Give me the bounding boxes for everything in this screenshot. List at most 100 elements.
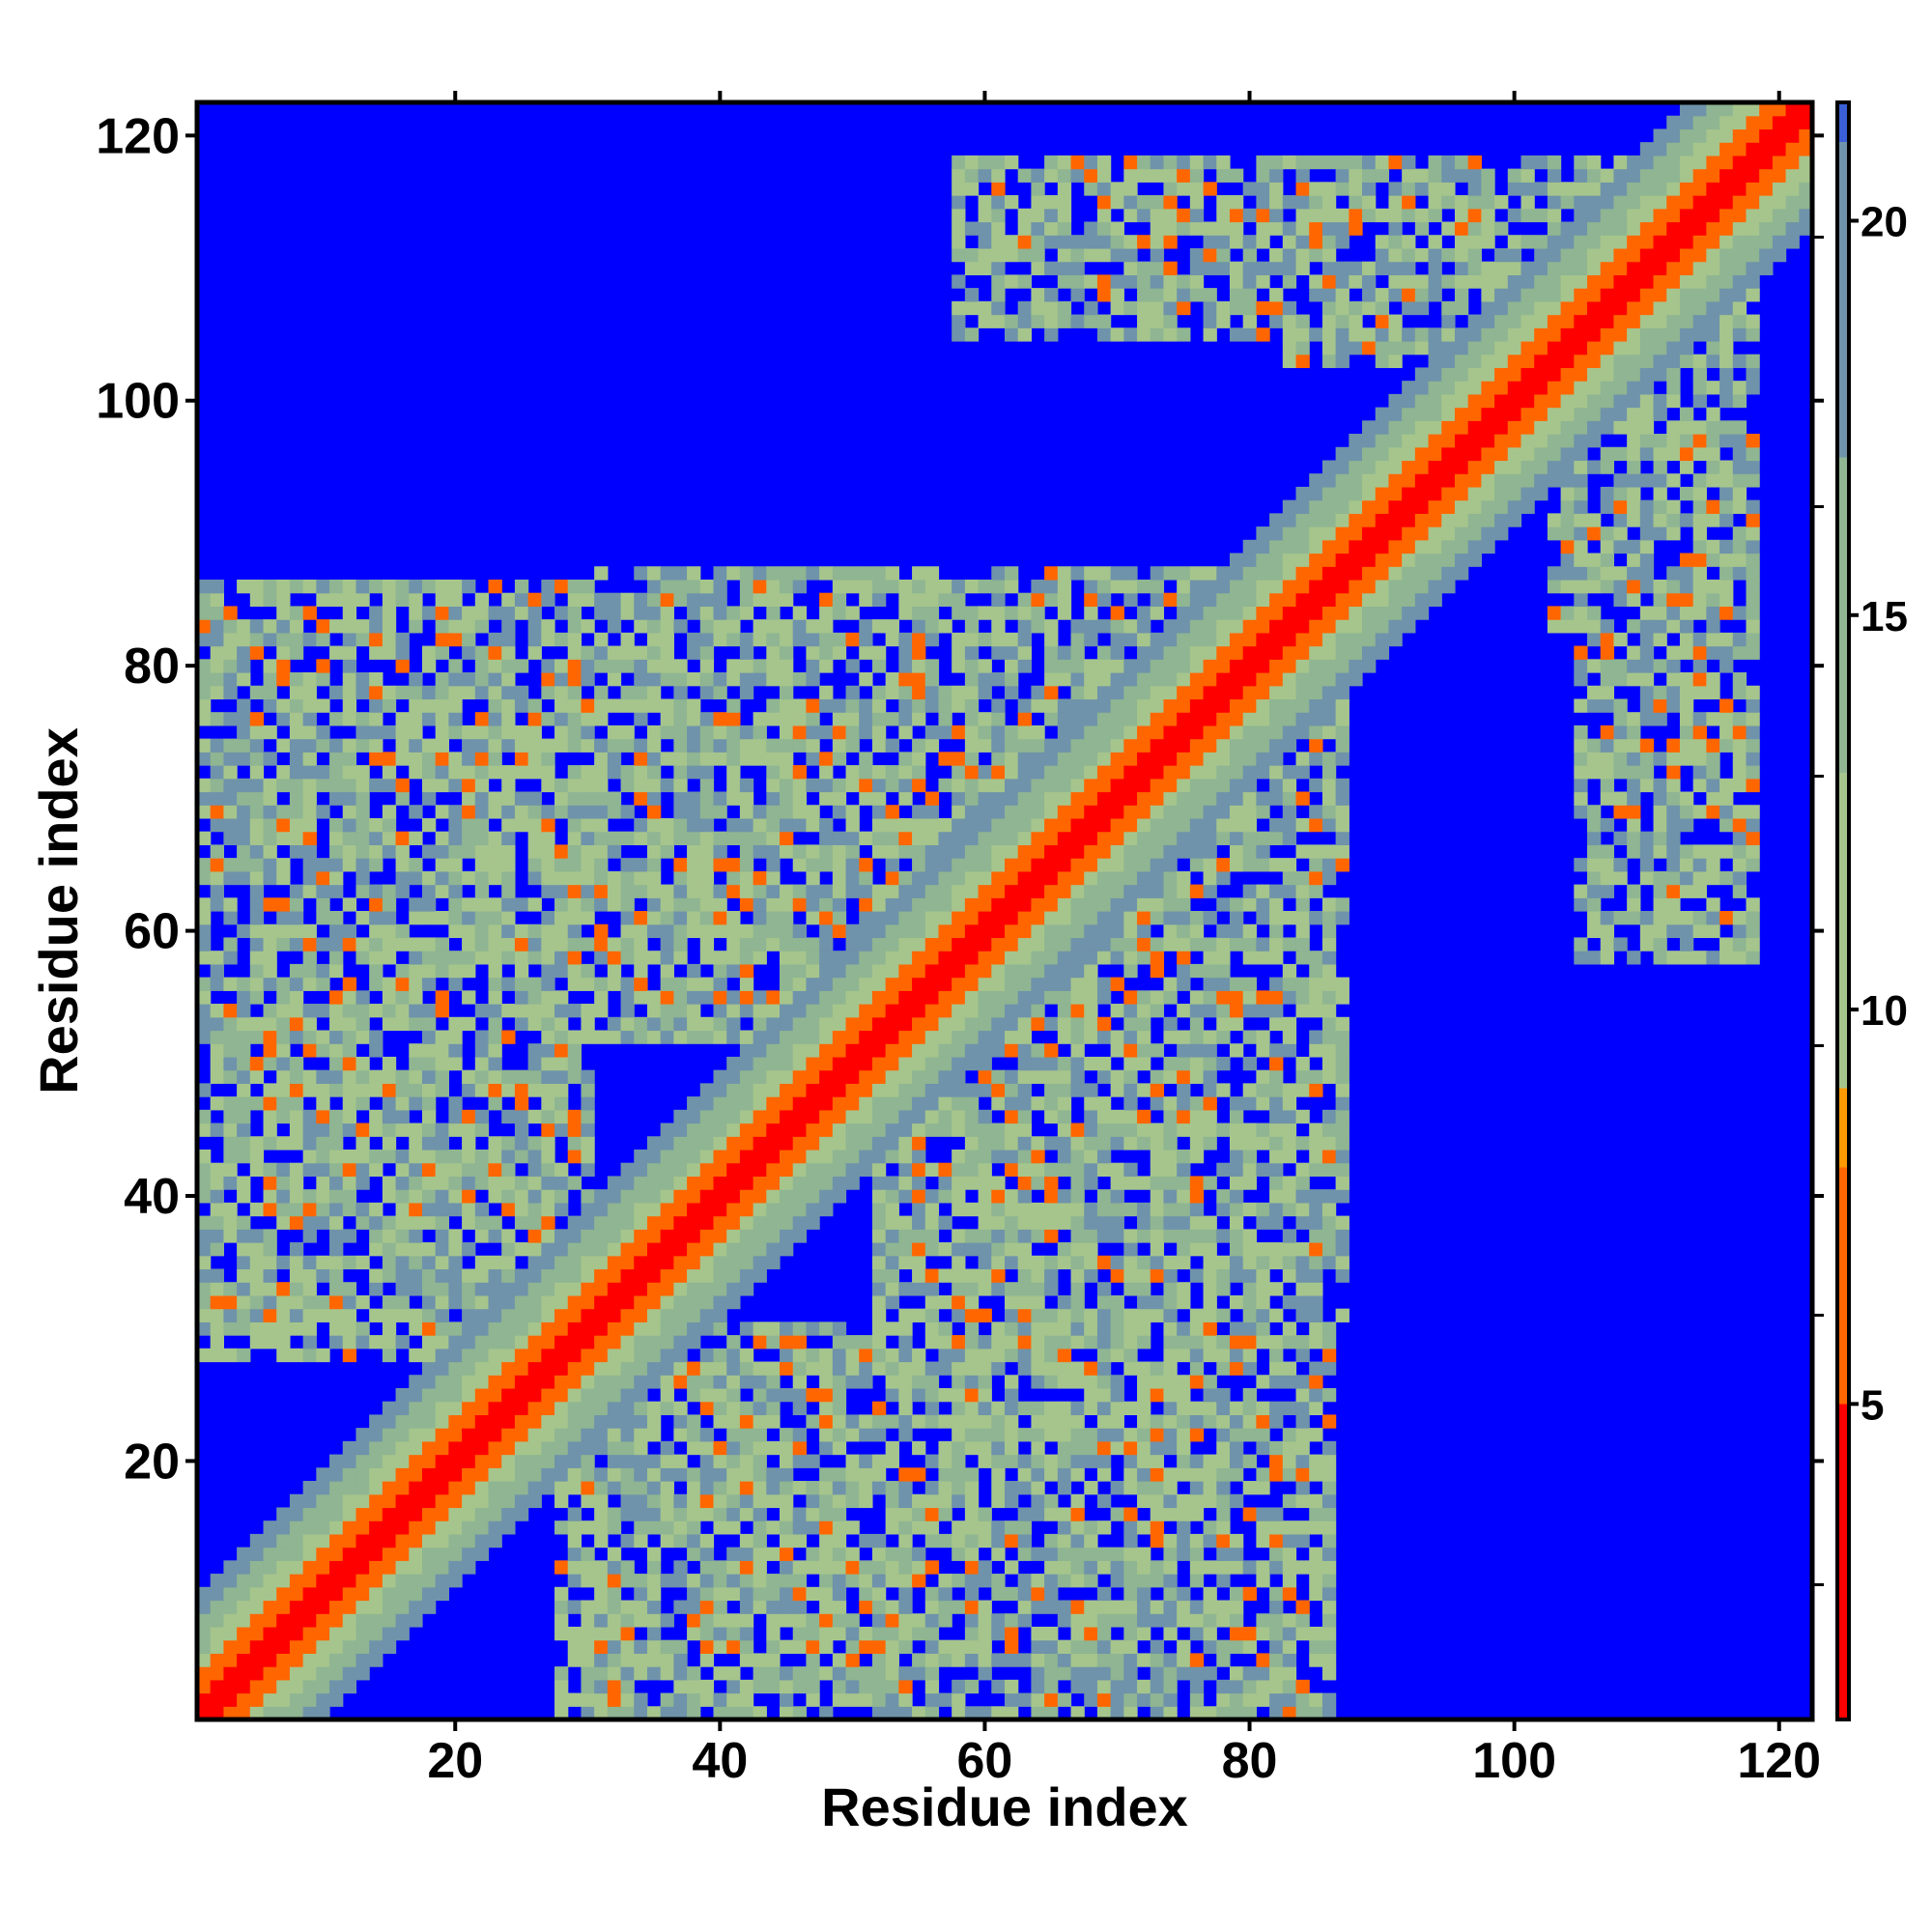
heatmap-cell — [792, 1706, 808, 1720]
heatmap-cell — [1137, 1692, 1151, 1707]
heatmap-cell — [660, 884, 674, 898]
heatmap-cell — [1123, 1136, 1138, 1151]
heatmap-cell — [713, 1706, 727, 1720]
heatmap-cell — [237, 1600, 251, 1614]
heatmap-cell — [991, 1493, 1006, 1509]
heatmap-cell — [382, 606, 397, 620]
heatmap-cell — [210, 592, 224, 608]
heatmap-cell — [634, 1229, 648, 1243]
heatmap-cell — [435, 645, 449, 660]
heatmap-cell — [382, 685, 397, 700]
heatmap-cell — [646, 791, 662, 806]
heatmap-cell — [514, 1136, 529, 1151]
heatmap-cell — [978, 937, 992, 952]
heatmap-cell — [1110, 1321, 1124, 1336]
heatmap-cell — [342, 1533, 357, 1548]
heatmap-cell — [845, 1414, 860, 1429]
heatmap-cell — [1005, 752, 1019, 766]
heatmap-cell — [488, 1043, 502, 1058]
heatmap-cell — [1123, 1639, 1138, 1654]
heatmap-cell — [687, 1361, 701, 1376]
heatmap-cell — [726, 951, 741, 965]
heatmap-cell — [527, 1375, 542, 1389]
heatmap-cell — [1110, 645, 1124, 660]
heatmap-cell — [1057, 1030, 1072, 1044]
heatmap-cell — [1005, 977, 1019, 991]
heatmap-cell — [646, 1547, 662, 1561]
heatmap-cell — [766, 1069, 781, 1084]
heatmap-cell — [302, 606, 317, 620]
heatmap-cell — [1096, 752, 1112, 766]
heatmap-cell — [660, 990, 674, 1005]
heatmap-cell — [646, 1613, 662, 1628]
heatmap-cell — [978, 1308, 992, 1322]
heatmap-cell — [1070, 990, 1085, 1005]
heatmap-cell — [435, 1122, 449, 1137]
heatmap-cell — [501, 1454, 516, 1468]
heatmap-cell — [369, 1428, 384, 1442]
heatmap-cell — [1123, 1255, 1138, 1270]
heatmap-cell — [554, 1030, 569, 1044]
heatmap-cell — [594, 698, 609, 713]
heatmap-cell — [687, 1189, 701, 1204]
heatmap-cell — [780, 1440, 794, 1456]
heatmap-cell — [210, 1308, 224, 1322]
heatmap-cell — [435, 1282, 449, 1296]
heatmap-cell — [780, 1030, 794, 1044]
heatmap-cell — [952, 327, 966, 342]
heatmap-cell — [964, 1083, 980, 1097]
heatmap-cell — [1005, 1454, 1019, 1468]
heatmap-cell — [964, 182, 980, 196]
heatmap-cell — [1057, 1122, 1072, 1137]
heatmap-cell — [991, 1242, 1006, 1257]
heatmap-cell — [567, 791, 582, 806]
heatmap-cell — [197, 1600, 212, 1614]
heatmap-cell — [753, 566, 767, 581]
heatmap-cell — [871, 1401, 887, 1416]
heatmap-cell — [1044, 1229, 1059, 1243]
heatmap-cell — [1031, 579, 1045, 594]
heatmap-cell — [1017, 923, 1032, 939]
heatmap-cell — [792, 724, 808, 740]
heatmap-cell — [739, 844, 754, 859]
heatmap-cell — [898, 1282, 913, 1296]
heatmap-cell — [726, 1056, 741, 1071]
heatmap-cell — [1084, 1308, 1098, 1322]
heatmap-cell — [938, 1162, 952, 1178]
heatmap-cell — [369, 1520, 384, 1535]
heatmap-cell — [699, 1574, 715, 1588]
heatmap-cell — [726, 1255, 741, 1270]
heatmap-cell — [474, 619, 490, 634]
heatmap-cell — [223, 1109, 238, 1124]
heatmap-cell — [567, 1414, 582, 1429]
heatmap-cell — [646, 698, 662, 713]
heatmap-cell — [938, 858, 952, 872]
heatmap-cell — [1057, 1255, 1072, 1270]
heatmap-cell — [646, 1560, 662, 1575]
heatmap-cell — [223, 1069, 238, 1084]
heatmap-cell — [713, 1361, 727, 1376]
heatmap-cell — [594, 1507, 609, 1521]
heatmap-cell — [1096, 712, 1112, 726]
heatmap-cell — [421, 1176, 437, 1190]
heatmap-cell — [474, 1255, 490, 1270]
heatmap-cell — [369, 1653, 384, 1667]
heatmap-cell — [859, 1122, 873, 1137]
heatmap-cell — [634, 1467, 648, 1482]
heatmap-cell — [739, 1639, 754, 1654]
heatmap-cell — [673, 858, 688, 872]
heatmap-cell — [382, 1574, 397, 1588]
heatmap-cell — [382, 698, 397, 713]
heatmap-cell — [448, 1056, 463, 1071]
heatmap-cell — [753, 937, 767, 952]
heatmap-cell — [554, 1109, 569, 1124]
heatmap-cell — [898, 831, 913, 845]
heatmap-cell — [1031, 698, 1045, 713]
heatmap-cell — [753, 1189, 767, 1204]
heatmap-cell — [197, 1215, 212, 1230]
heatmap-cell — [912, 911, 926, 925]
heatmap-cell — [210, 1679, 224, 1694]
heatmap-cell — [673, 1321, 688, 1336]
heatmap-cell — [448, 897, 463, 912]
heatmap-cell — [527, 1401, 542, 1416]
